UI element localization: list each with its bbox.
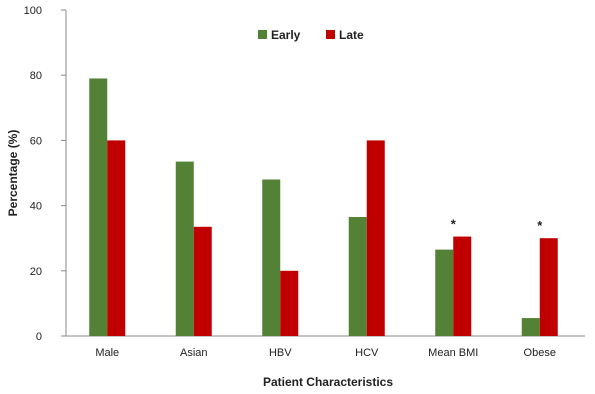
legend-swatch-late [326, 30, 335, 39]
significance-marker: * [537, 218, 543, 233]
bar-late-asian [193, 226, 212, 336]
y-tick-label: 40 [30, 201, 42, 213]
legend-label-late: Late [339, 28, 364, 42]
bar-late-hcv [366, 140, 385, 336]
y-tick-labels: 0 20 40 60 80 100 [24, 5, 66, 343]
x-tick-labels: Male Asian HBV HCV Mean BMI Obese [95, 347, 556, 359]
x-tick-label: Asian [180, 347, 208, 359]
bar-early-asian [175, 161, 194, 336]
x-tick-label: HCV [355, 347, 379, 359]
x-tick-label: HBV [269, 347, 292, 359]
significance-marker: * [451, 217, 457, 232]
x-tick-label: Mean BMI [428, 347, 478, 359]
legend: Early Late [258, 28, 364, 42]
bar-late-hbv [280, 270, 299, 336]
annotations: * * [451, 217, 544, 234]
legend-label-early: Early [271, 28, 301, 42]
bars [89, 78, 558, 337]
bar-early-hcv [348, 217, 367, 336]
legend-swatch-early [258, 30, 267, 39]
y-axis-title: Percentage (%) [6, 130, 20, 217]
x-tick-label: Male [95, 347, 119, 359]
bar-late-obese [539, 238, 558, 336]
y-tick-label: 20 [30, 266, 42, 278]
bar-early-hbv [262, 179, 281, 336]
bar-early-male [89, 78, 108, 337]
x-axis-title: Patient Characteristics [263, 375, 393, 389]
y-tick-label: 100 [24, 5, 42, 17]
bar-late-mean-bmi [453, 236, 472, 336]
bar-early-obese [521, 318, 540, 336]
x-tick-label: Obese [524, 347, 556, 359]
bar-early-mean-bmi [435, 249, 454, 336]
y-tick-label: 0 [36, 331, 42, 343]
bar-late-male [107, 140, 126, 336]
y-tick-label: 80 [30, 70, 42, 82]
y-tick-label: 60 [30, 135, 42, 147]
